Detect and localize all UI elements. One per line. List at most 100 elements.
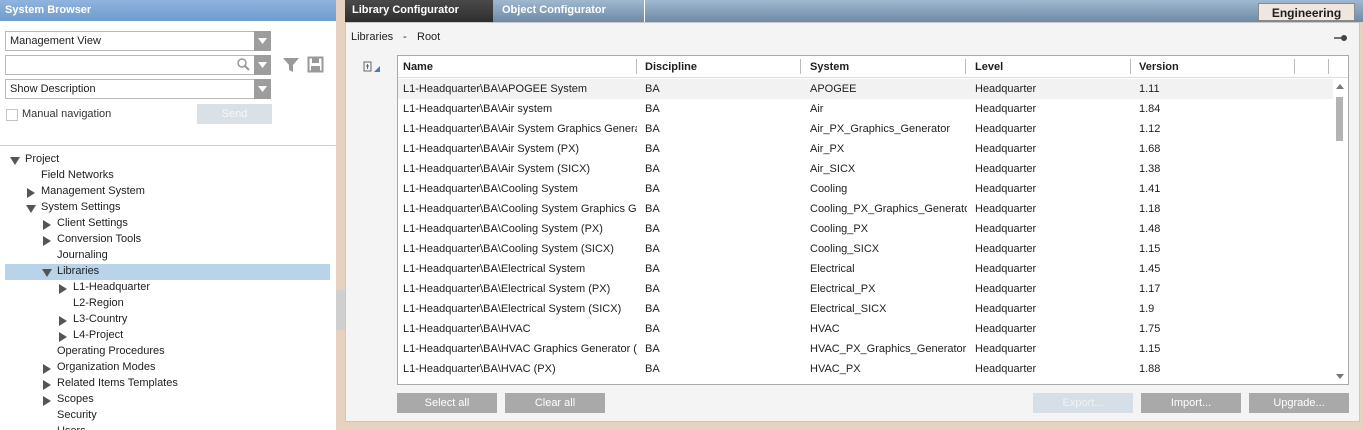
expander[interactable]: [57, 283, 69, 295]
table-cell: HVAC_PX_Graphics_Generator: [810, 343, 967, 355]
table-row[interactable]: [398, 79, 1333, 99]
send-button[interactable]: Send: [197, 104, 272, 124]
table-row[interactable]: [398, 359, 1333, 379]
selection-highlight: [5, 264, 330, 280]
table-cell: L1-Headquarter\BA\Air system: [403, 103, 553, 115]
checkbox[interactable]: [6, 109, 18, 121]
expander-glyph: [43, 396, 51, 406]
table-row[interactable]: [398, 319, 1333, 339]
tree-toggle-icon[interactable]: [361, 59, 385, 79]
table-cell: Headquarter: [975, 183, 1037, 195]
tree-node[interactable]: Operating Procedures: [57, 345, 165, 357]
tree-node[interactable]: System Settings: [41, 201, 121, 213]
scrollbar-thumb[interactable]: [1336, 97, 1343, 141]
table-cell: Air_PX_Graphics_Generator: [810, 123, 951, 135]
table-row[interactable]: [398, 299, 1333, 319]
mode-label[interactable]: Engineering: [1258, 3, 1355, 21]
action-button[interactable]: Export...: [1033, 393, 1133, 413]
expander[interactable]: [57, 331, 69, 343]
library-configurator: Libraries - Root Name Discipline System Lev…: [345, 22, 1360, 422]
view-select[interactable]: Management View: [5, 31, 255, 51]
column-header[interactable]: Discipline: [645, 61, 697, 73]
expander[interactable]: [9, 155, 21, 167]
panel-title: System Browser: [0, 0, 336, 21]
tree-node[interactable]: Users: [57, 425, 86, 430]
column-separator: [965, 59, 966, 74]
table-cell: HVAC: [810, 323, 840, 335]
table-row[interactable]: [398, 119, 1333, 139]
column-header[interactable]: Name: [403, 61, 433, 73]
scroll-arrow[interactable]: [1335, 372, 1345, 380]
table-cell: Air_PX: [810, 143, 845, 155]
expander[interactable]: [41, 363, 53, 375]
action-button[interactable]: Clear all: [505, 393, 605, 413]
table-row[interactable]: [398, 139, 1333, 159]
expander[interactable]: [57, 315, 69, 327]
tree-node[interactable]: Libraries: [57, 265, 100, 277]
tree-node[interactable]: Organization Modes: [57, 361, 156, 373]
tree-node[interactable]: Scopes: [57, 393, 94, 405]
table-cell: Headquarter: [975, 83, 1037, 95]
table-cell: Air_SICX: [810, 163, 856, 175]
tab[interactable]: Object Configurator: [495, 0, 645, 22]
table-cell: Air: [810, 103, 824, 115]
table-cell: Cooling_PX_Graphics_Generator: [810, 203, 967, 215]
scroll-arrow[interactable]: [1335, 83, 1345, 91]
table-cell: L1-Headquarter\BA\Air System (PX): [403, 143, 580, 155]
table-row[interactable]: [398, 159, 1333, 179]
expander[interactable]: [41, 235, 53, 247]
table-row[interactable]: [398, 259, 1333, 279]
breadcrumb-item[interactable]: Libraries: [351, 31, 394, 43]
table-row[interactable]: [398, 99, 1333, 119]
column-header[interactable]: Version: [1139, 61, 1179, 73]
tree-node[interactable]: Project: [25, 153, 60, 165]
tree-node[interactable]: Security: [57, 409, 97, 421]
tree-node[interactable]: Journaling: [57, 249, 108, 261]
expander[interactable]: [25, 203, 37, 215]
select-arrow[interactable]: [254, 55, 271, 75]
table-cell: 1.15: [1139, 343, 1161, 355]
table-row[interactable]: [398, 199, 1333, 219]
action-button[interactable]: Import...: [1141, 393, 1241, 413]
tree-node[interactable]: L2-Region: [73, 297, 124, 309]
select-arrow[interactable]: [254, 79, 271, 99]
table-cell: Headquarter: [975, 363, 1037, 375]
tree-node[interactable]: Client Settings: [57, 217, 128, 229]
table-row[interactable]: [398, 339, 1333, 359]
table-cell: L1-Headquarter\BA\HVAC: [403, 323, 531, 335]
expander-glyph: [43, 220, 51, 230]
select-arrow[interactable]: [254, 31, 271, 51]
action-button[interactable]: Select all: [397, 393, 497, 413]
tree-node[interactable]: Conversion Tools: [57, 233, 142, 245]
expander-glyph: [43, 380, 51, 390]
table-cell: BA: [645, 183, 660, 195]
expander[interactable]: [41, 219, 53, 231]
splitter-handle[interactable]: [336, 290, 345, 330]
expander[interactable]: [41, 379, 53, 391]
breadcrumb-item[interactable]: Root: [417, 31, 441, 43]
table-row[interactable]: [398, 279, 1333, 299]
table-cell: Cooling_PX: [810, 223, 869, 235]
tree-node[interactable]: L1-Headquarter: [73, 281, 151, 293]
table-cell: 1.84: [1139, 103, 1161, 115]
column-header[interactable]: Level: [975, 61, 1004, 73]
pin-icon[interactable]: [1332, 32, 1348, 44]
tree-node[interactable]: Management System: [41, 185, 145, 197]
table-cell: Headquarter: [975, 143, 1037, 155]
tree-node[interactable]: Field Networks: [41, 169, 114, 181]
expander[interactable]: [41, 395, 53, 407]
tree-node[interactable]: Related Items Templates: [57, 377, 178, 389]
table-row[interactable]: [398, 179, 1333, 199]
action-button[interactable]: Upgrade...: [1249, 393, 1349, 413]
filter-icon[interactable]: [282, 56, 300, 74]
expander[interactable]: [25, 187, 37, 199]
tree-node[interactable]: L3-Country: [73, 313, 128, 325]
table-row[interactable]: [398, 219, 1333, 239]
save-icon[interactable]: [307, 56, 325, 74]
tree-node[interactable]: L4-Project: [73, 329, 124, 341]
column-header[interactable]: System: [810, 61, 850, 73]
expander[interactable]: [41, 267, 53, 279]
table-row[interactable]: [398, 239, 1333, 259]
tab-active[interactable]: Library Configurator: [345, 0, 493, 22]
description-select[interactable]: Show Description: [5, 79, 255, 99]
